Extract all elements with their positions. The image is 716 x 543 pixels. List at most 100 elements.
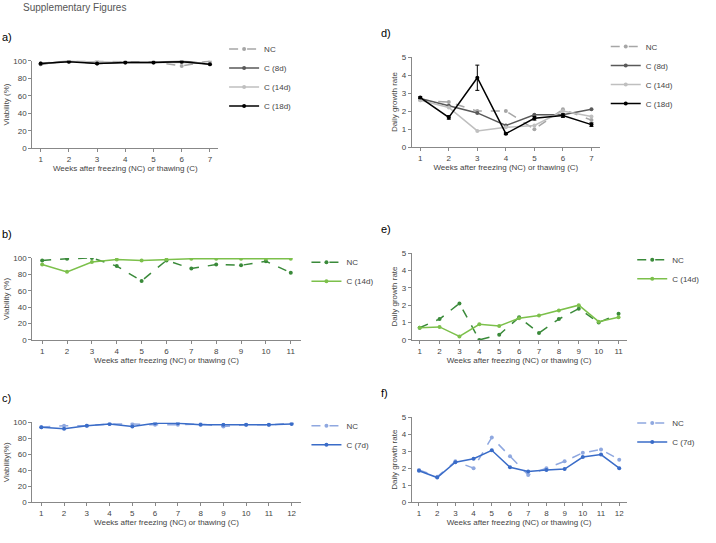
svg-text:4: 4 xyxy=(402,71,407,80)
svg-text:1: 1 xyxy=(402,125,407,134)
svg-text:80: 80 xyxy=(18,270,27,279)
svg-text:4: 4 xyxy=(123,155,128,164)
svg-text:3: 3 xyxy=(402,447,407,456)
svg-text:C (14d): C (14d) xyxy=(264,83,291,92)
svg-text:1: 1 xyxy=(402,318,407,327)
svg-text:1: 1 xyxy=(402,481,407,490)
svg-text:C (18d): C (18d) xyxy=(646,100,673,109)
svg-text:c): c) xyxy=(2,392,11,404)
svg-text:10: 10 xyxy=(261,347,270,356)
svg-text:NC: NC xyxy=(346,422,358,431)
svg-text:100: 100 xyxy=(13,57,27,66)
svg-text:4: 4 xyxy=(402,430,407,439)
svg-text:C (8d): C (8d) xyxy=(646,62,669,71)
svg-text:2: 2 xyxy=(402,464,407,473)
svg-text:100: 100 xyxy=(13,418,27,427)
svg-text:0: 0 xyxy=(402,336,407,345)
svg-text:7: 7 xyxy=(208,155,213,164)
svg-text:3: 3 xyxy=(402,284,407,293)
svg-text:2: 2 xyxy=(435,509,440,518)
svg-text:0: 0 xyxy=(22,144,27,153)
svg-text:7: 7 xyxy=(526,509,531,518)
svg-text:4: 4 xyxy=(107,509,112,518)
svg-text:6: 6 xyxy=(508,509,513,518)
svg-text:6: 6 xyxy=(164,347,169,356)
svg-text:11: 11 xyxy=(265,509,274,518)
svg-text:Weeks after freezing (NC) or t: Weeks after freezing (NC) or thawing (C) xyxy=(447,356,592,365)
svg-text:5: 5 xyxy=(497,347,502,356)
svg-text:0: 0 xyxy=(22,498,27,507)
svg-text:0: 0 xyxy=(402,498,407,507)
svg-text:6: 6 xyxy=(153,509,158,518)
svg-text:1: 1 xyxy=(39,509,44,518)
svg-text:Weeks after freezing (NC) or t: Weeks after freezing (NC) or thawing (C) xyxy=(94,356,239,365)
svg-text:2: 2 xyxy=(402,107,407,116)
svg-text:80: 80 xyxy=(18,434,27,443)
svg-text:3: 3 xyxy=(90,347,95,356)
svg-text:NC: NC xyxy=(672,256,684,265)
svg-text:6: 6 xyxy=(179,155,184,164)
svg-text:1: 1 xyxy=(40,347,45,356)
svg-text:Viability(%): Viability(%) xyxy=(2,442,11,482)
svg-text:3: 3 xyxy=(453,509,458,518)
svg-text:Daily growth rate: Daily growth rate xyxy=(390,429,399,490)
svg-text:Daily growth rate: Daily growth rate xyxy=(390,266,399,327)
svg-text:2: 2 xyxy=(65,347,70,356)
svg-text:5: 5 xyxy=(402,53,407,62)
svg-text:8: 8 xyxy=(198,509,203,518)
svg-text:6: 6 xyxy=(517,347,522,356)
svg-text:11: 11 xyxy=(614,347,623,356)
svg-text:Daily growth rate: Daily growth rate xyxy=(390,72,399,133)
svg-text:40: 40 xyxy=(18,466,27,475)
svg-text:9: 9 xyxy=(239,347,244,356)
svg-text:10: 10 xyxy=(578,509,587,518)
svg-text:Weeks after freezing (NC) or t: Weeks after freezing (NC) or thawing (C) xyxy=(53,164,198,173)
svg-text:C (14d): C (14d) xyxy=(346,277,373,286)
svg-text:2: 2 xyxy=(62,509,67,518)
svg-text:2: 2 xyxy=(67,155,72,164)
svg-text:20: 20 xyxy=(18,319,27,328)
svg-text:5: 5 xyxy=(130,509,135,518)
svg-text:Weeks after freezing (NC) or t: Weeks after freezing (NC) or thawing (C) xyxy=(433,163,578,172)
svg-text:100: 100 xyxy=(13,254,27,263)
svg-text:0: 0 xyxy=(22,336,27,345)
svg-text:5: 5 xyxy=(402,249,407,258)
svg-text:7: 7 xyxy=(189,347,194,356)
svg-text:7: 7 xyxy=(589,154,594,163)
svg-text:12: 12 xyxy=(287,509,296,518)
svg-text:5: 5 xyxy=(151,155,156,164)
svg-text:9: 9 xyxy=(221,509,226,518)
svg-text:10: 10 xyxy=(242,509,251,518)
svg-text:60: 60 xyxy=(18,450,27,459)
svg-text:40: 40 xyxy=(18,109,27,118)
svg-text:60: 60 xyxy=(18,92,27,101)
svg-text:12: 12 xyxy=(615,509,624,518)
svg-text:5: 5 xyxy=(490,509,495,518)
svg-text:f): f) xyxy=(381,387,388,399)
svg-text:NC: NC xyxy=(346,258,358,267)
svg-text:3: 3 xyxy=(402,89,407,98)
svg-text:3: 3 xyxy=(475,154,480,163)
svg-text:11: 11 xyxy=(597,509,606,518)
svg-text:20: 20 xyxy=(18,127,27,136)
svg-text:4: 4 xyxy=(477,347,482,356)
svg-text:3: 3 xyxy=(85,509,90,518)
svg-text:1: 1 xyxy=(418,154,423,163)
svg-text:3: 3 xyxy=(457,347,462,356)
svg-text:1: 1 xyxy=(38,155,43,164)
svg-text:20: 20 xyxy=(18,482,27,491)
svg-text:1: 1 xyxy=(417,509,422,518)
svg-text:C (14d): C (14d) xyxy=(646,81,673,90)
svg-text:b): b) xyxy=(2,228,12,240)
svg-text:Weeks after freezing (NC) or t: Weeks after freezing (NC) or thawing (C) xyxy=(94,518,239,527)
svg-text:4: 4 xyxy=(471,509,476,518)
svg-text:5: 5 xyxy=(139,347,144,356)
svg-text:2: 2 xyxy=(402,301,407,310)
svg-text:C (7d): C (7d) xyxy=(346,441,369,450)
svg-text:NC: NC xyxy=(672,419,684,428)
svg-text:d): d) xyxy=(381,27,391,39)
svg-text:Supplementary Figures: Supplementary Figures xyxy=(23,2,126,13)
svg-text:2: 2 xyxy=(437,347,442,356)
svg-text:8: 8 xyxy=(214,347,219,356)
svg-text:40: 40 xyxy=(18,303,27,312)
